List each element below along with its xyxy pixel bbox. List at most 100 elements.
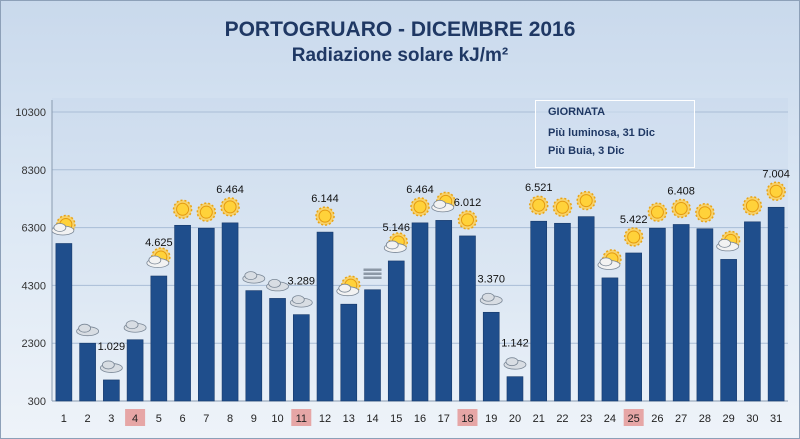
x-tick-label: 23 [580, 413, 592, 425]
cloud-puff [125, 320, 139, 330]
sun-disc [532, 198, 546, 212]
sun-icon [695, 203, 715, 223]
bar-day-26 [649, 227, 666, 402]
x-tick-label: 11 [296, 413, 307, 425]
partly-cloudy-icon [336, 275, 361, 297]
bar-day-7 [198, 227, 215, 402]
x-tick-label: 28 [699, 413, 711, 425]
bar-day-11 [292, 314, 310, 402]
cloud-puff [505, 357, 519, 367]
sun-icon [647, 202, 668, 222]
partly-cloudy-icon [597, 249, 622, 270]
sun-icon [623, 227, 644, 247]
bar-day-12 [316, 231, 334, 402]
data-label: 6.408 [667, 185, 695, 197]
x-tick-label: 30 [746, 413, 758, 425]
sun-disc [199, 205, 213, 219]
y-tick-label: 4300 [22, 280, 46, 292]
bar-day-3 [103, 379, 120, 402]
bar-day-23 [577, 216, 595, 402]
y-tick-label: 6300 [22, 223, 46, 235]
bar-day-13 [340, 303, 358, 402]
data-label: 6.464 [406, 184, 434, 196]
bar-day-8 [221, 222, 239, 402]
bar-day-15 [387, 260, 405, 402]
x-tick-label: 10 [271, 413, 283, 425]
data-label: 6.464 [216, 184, 244, 196]
sun-disc [698, 206, 712, 220]
sun-disc [745, 199, 759, 213]
bar-day-28 [696, 228, 714, 402]
cloud-puff [599, 257, 613, 267]
sun-icon [671, 198, 691, 219]
x-tick-label: 31 [770, 413, 782, 425]
partly-cloudy-icon [716, 230, 741, 252]
x-tick-label: 17 [438, 413, 450, 425]
bar-day-2 [79, 342, 96, 402]
cloud-puff [385, 240, 399, 250]
sun-disc [579, 194, 593, 208]
x-tick-label: 16 [414, 413, 426, 425]
partly-cloudy-icon [431, 191, 456, 213]
cloud-puff [291, 295, 305, 305]
bar-day-25 [625, 252, 642, 402]
bar-day-1 [55, 243, 73, 402]
highlight-day-marker [623, 409, 644, 426]
sun-icon [410, 197, 430, 217]
bar-day-27 [672, 224, 690, 402]
data-label: 5.146 [382, 222, 410, 234]
partly-cloudy-icon [383, 232, 409, 253]
data-label: 1.029 [98, 341, 126, 353]
bar-day-30 [744, 221, 761, 402]
y-tick-label: 2300 [22, 338, 46, 350]
data-label: 6.521 [525, 182, 553, 194]
sun-icon [220, 197, 240, 217]
legend-heading: GIORNATA [548, 106, 606, 118]
bar-day-14 [364, 289, 381, 402]
cloud-icon [242, 271, 266, 284]
cloud-icon [479, 292, 503, 306]
cloud-icon [289, 295, 313, 308]
bar-day-6 [174, 224, 191, 402]
chart-subtitle: Radiazione solare kJ/m² [291, 45, 509, 66]
highlight-day-marker [125, 409, 146, 426]
bar-day-31 [767, 206, 785, 402]
bar-day-29 [720, 259, 737, 402]
highlight-day-marker [291, 409, 312, 426]
x-tick-label: 22 [556, 413, 568, 425]
cloud-icon [123, 320, 147, 333]
sun-disc [413, 200, 427, 214]
x-tick-label: 8 [227, 413, 233, 425]
sun-icon [766, 181, 786, 202]
x-tick-label: 7 [203, 413, 209, 425]
x-tick-label: 26 [651, 413, 663, 425]
y-tick-label: 8300 [22, 165, 46, 177]
legend-darkest: Più Buia, 3 Dic [548, 145, 625, 157]
sun-disc [176, 202, 190, 216]
bar-day-10 [269, 298, 286, 402]
highlight-day-marker [457, 409, 478, 426]
cloud-puff [53, 223, 67, 232]
bar-day-24 [601, 277, 619, 402]
x-tick-label: 18 [461, 413, 473, 425]
x-tick-label: 29 [723, 413, 735, 425]
cloud-puff [338, 283, 352, 293]
cloud-puff [718, 238, 732, 248]
cloud-puff [78, 323, 92, 333]
x-tick-label: 3 [108, 413, 114, 425]
partly-cloudy-icon [146, 247, 171, 268]
cloud-puff [244, 271, 258, 281]
bar-day-19 [482, 311, 500, 402]
data-label: 6.012 [454, 197, 482, 209]
cloud-icon [76, 323, 100, 337]
data-label: 5.422 [620, 214, 648, 226]
x-tick-label: 25 [628, 413, 640, 425]
sun-icon [172, 199, 193, 220]
sun-disc [460, 213, 474, 227]
x-tick-label: 13 [343, 413, 355, 425]
sun-icon [457, 210, 478, 230]
sun-icon [315, 206, 335, 226]
x-tick-label: 4 [132, 413, 138, 425]
fog-icon [363, 268, 382, 279]
